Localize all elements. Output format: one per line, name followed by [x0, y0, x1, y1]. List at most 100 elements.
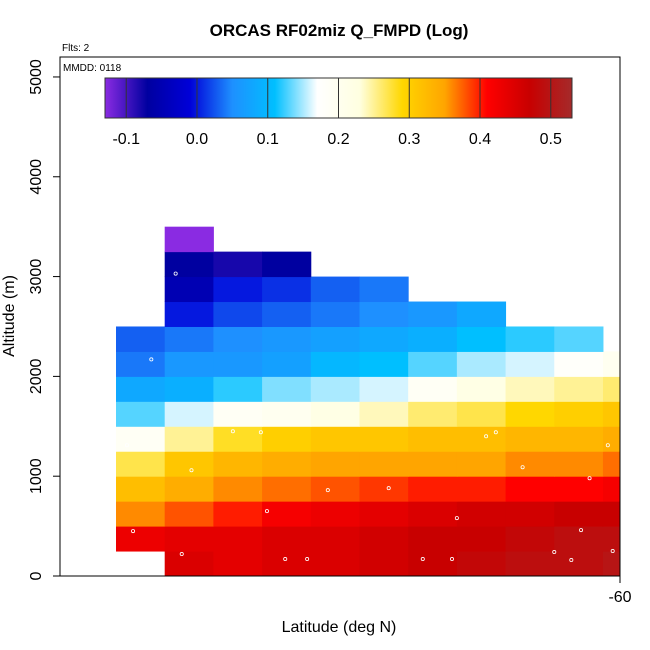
heatmap-cell	[456, 351, 507, 377]
colorbar-tick-label: -0.1	[112, 131, 140, 148]
heatmap-cell	[554, 551, 604, 577]
heatmap-cell	[310, 451, 360, 477]
heatmap-cell	[116, 326, 166, 352]
heatmap-cell	[408, 551, 458, 577]
heatmap-cell	[554, 476, 604, 502]
heatmap-cell	[505, 351, 555, 377]
heatmap-cell	[456, 326, 507, 352]
heatmap-cell	[262, 426, 312, 452]
y-axis-label: Altitude (m)	[1, 275, 18, 357]
heatmap-cell	[262, 251, 312, 278]
heatmap-cell	[359, 276, 409, 303]
colorbar-tick-label: 0.4	[469, 131, 491, 148]
heatmap-cell	[602, 426, 621, 452]
sample-point	[449, 557, 454, 562]
y-tick-label: 4000	[28, 159, 45, 195]
sample-point	[149, 557, 154, 562]
y-axis: 0 1000 2000 3000 4000 5000	[28, 59, 60, 580]
heatmap-cell	[554, 426, 604, 452]
heatmap-cell	[359, 476, 409, 502]
heatmap-cell	[505, 326, 555, 352]
heatmap-cell	[213, 376, 263, 402]
heatmap-cell	[310, 301, 360, 327]
heatmap-cell	[164, 351, 214, 377]
heatmap-cell	[359, 301, 409, 327]
heatmap-cell	[262, 301, 312, 327]
heatmap-cell	[164, 376, 214, 402]
date-note: MMDD: 0118	[63, 63, 122, 74]
heatmap-cell	[310, 526, 360, 552]
heatmap-cell	[456, 301, 507, 327]
plot-frame	[59, 56, 621, 577]
heatmap-cell	[554, 451, 604, 477]
heatmap-cell	[164, 226, 214, 253]
heatmap-cell	[213, 551, 263, 577]
heatmap-cell	[359, 376, 409, 402]
heatmap-cell	[262, 451, 312, 477]
heatmap-cell	[213, 326, 263, 352]
heatmap-cell	[213, 501, 263, 527]
sample-point	[420, 557, 425, 562]
heatmap-cell	[456, 426, 507, 452]
sample-point	[587, 476, 592, 481]
heatmap-cell	[116, 401, 166, 427]
sample-point	[454, 516, 459, 521]
colorbar-tick-label: 0.2	[327, 131, 349, 148]
heatmap-cell	[262, 326, 312, 352]
sample-point	[179, 552, 184, 557]
heatmap-cell	[359, 501, 409, 527]
sample-point	[305, 557, 310, 562]
heatmap-cell	[164, 276, 214, 303]
colorbar: -0.1 0.0 0.1 0.2 0.3 0.4 0.5	[104, 77, 573, 148]
heatmap-cell	[213, 476, 263, 502]
sample-point	[569, 558, 574, 563]
heatmap-cell	[310, 426, 360, 452]
sample-point	[624, 429, 629, 434]
heatmap-cell	[213, 401, 263, 427]
heatmap-cell	[359, 551, 409, 577]
heatmap-cell	[456, 551, 507, 577]
heatmap-cell	[359, 426, 409, 452]
heatmap-cell	[554, 401, 604, 427]
sample-point	[484, 434, 489, 439]
sample-point	[605, 443, 610, 448]
heatmap-cell	[408, 326, 458, 352]
y-tick-label: 1000	[28, 458, 45, 494]
heatmap-cell	[310, 401, 360, 427]
sample-points	[124, 271, 629, 563]
heatmap-cell	[505, 476, 555, 502]
sample-point	[610, 549, 615, 554]
heatmap-cell	[408, 451, 458, 477]
sample-point	[189, 468, 194, 473]
heatmap-cell	[116, 426, 166, 452]
sample-point	[258, 430, 263, 435]
heatmap-cell	[164, 451, 214, 477]
heatmap-cell	[602, 476, 621, 502]
sample-point	[124, 443, 129, 448]
heatmap-cell	[164, 426, 214, 452]
heatmap-cell	[359, 326, 409, 352]
sample-point	[173, 271, 178, 276]
chart-title: ORCAS RF02miz Q_FMPD (Log)	[210, 21, 469, 40]
heatmap-cell	[602, 376, 621, 402]
y-tick-label: 5000	[28, 59, 45, 95]
heatmap-cells	[116, 226, 621, 577]
sample-point	[264, 509, 269, 514]
heatmap-cell	[262, 526, 312, 552]
heatmap-cell	[310, 476, 360, 502]
heatmap-cell	[116, 476, 166, 502]
sample-point	[552, 550, 557, 555]
heatmap-cell	[359, 451, 409, 477]
heatmap-cell	[116, 451, 166, 477]
sample-point	[283, 557, 288, 562]
heatmap-cell	[359, 351, 409, 377]
heatmap-cell	[554, 501, 604, 527]
heatmap-cell	[213, 426, 263, 452]
heatmap-cell	[213, 276, 263, 303]
heatmap-cell	[116, 376, 166, 402]
heatmap-cell	[262, 551, 312, 577]
heatmap-cell	[359, 401, 409, 427]
x-axis-label: Latitude (deg N)	[282, 619, 397, 636]
heatmap-cell	[310, 276, 360, 303]
heatmap-cell	[116, 501, 166, 527]
